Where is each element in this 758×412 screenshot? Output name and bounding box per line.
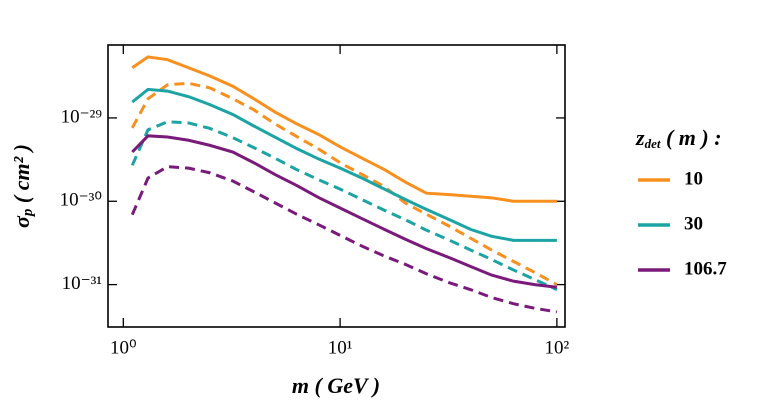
legend-label: 106.7 — [684, 258, 727, 279]
data-line — [131, 134, 558, 289]
x-tick-label: 10² — [545, 337, 570, 358]
legend-label: 30 — [684, 213, 703, 234]
x-axis-label: m ( GeV ) — [292, 373, 380, 398]
data-line — [130, 81, 558, 286]
y-axis-label: σp ( cm² ) — [9, 144, 36, 228]
data-line — [130, 165, 558, 314]
y-tick-label: 10⁻²⁹ — [61, 106, 103, 127]
y-tick-label: 10⁻³¹ — [62, 273, 103, 294]
x-tick-label: 10¹ — [328, 337, 353, 358]
data-line — [131, 87, 557, 242]
legend-label: 10 — [684, 168, 703, 189]
legend-title-sub: det — [645, 136, 661, 151]
x-tick-label: 10⁰ — [110, 337, 137, 358]
legend-title-rest: ( m ) : — [660, 125, 721, 150]
data-line — [130, 120, 558, 292]
legend-title-base: z — [635, 125, 645, 150]
plot-frame — [107, 44, 566, 328]
y-label-base: σ — [9, 215, 34, 228]
y-tick-label: 10⁻³⁰ — [60, 190, 102, 211]
data-line — [131, 55, 557, 203]
y-label-sub: p — [20, 208, 36, 218]
legend-title: zdet ( m ) : — [635, 125, 722, 151]
y-label-rest: ( cm² ) — [9, 144, 34, 209]
